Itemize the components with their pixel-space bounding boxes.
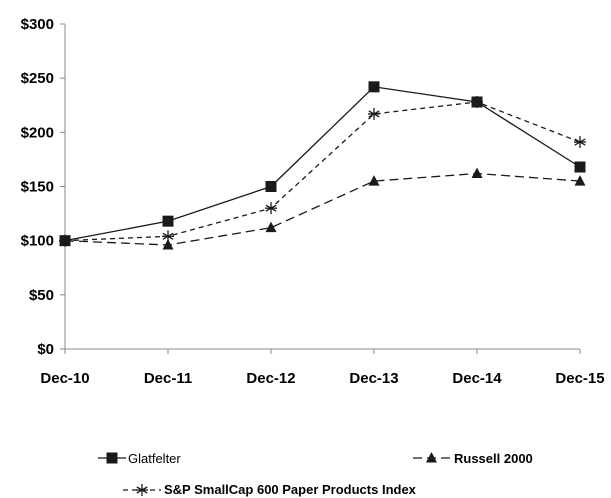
legend-swatch	[98, 452, 126, 464]
legend-label: Russell 2000	[454, 451, 533, 466]
series-lines	[59, 81, 586, 250]
data-point	[574, 136, 586, 149]
data-point	[162, 230, 174, 243]
legend-marker	[106, 452, 118, 464]
x-tick-label: Dec-15	[555, 370, 604, 387]
legend: Glatfelter Russell 2000 S&P SmallCap 600…	[98, 451, 533, 497]
data-point	[162, 215, 174, 227]
data-point	[471, 96, 483, 108]
legend-marker	[426, 452, 437, 463]
data-point	[471, 167, 483, 178]
x-tick-label: Dec-13	[349, 370, 398, 387]
data-point	[265, 221, 277, 233]
x-axis-ticks: Dec-10 Dec-11 Dec-12 Dec-13 Dec-14 Dec-15	[40, 349, 605, 387]
y-tick-label: $200	[21, 124, 54, 141]
y-tick-label: $0	[37, 341, 54, 358]
series-glatfelter	[59, 81, 586, 247]
y-axis-ticks: $0 $50 $100 $150 $200 $250 $300	[21, 16, 65, 358]
legend-swatch	[123, 484, 161, 496]
y-tick-label: $150	[21, 179, 54, 196]
data-point	[368, 175, 380, 186]
legend-item-sp-smallcap-600-paper-products-index: S&P SmallCap 600 Paper Products Index	[123, 482, 417, 497]
legend-swatch	[413, 452, 450, 463]
series-line	[64, 101, 581, 242]
data-point	[265, 181, 277, 192]
legend-label: S&P SmallCap 600 Paper Products Index	[164, 482, 417, 497]
data-point	[162, 239, 174, 250]
data-point	[368, 81, 380, 93]
axes	[64, 24, 580, 350]
data-point	[368, 107, 380, 120]
y-tick-label: $50	[29, 287, 54, 304]
x-tick-label: Dec-11	[144, 370, 192, 387]
data-point	[265, 202, 277, 215]
data-point	[59, 235, 71, 247]
series-s-p-smallcap-600-paper-products-index	[59, 96, 586, 247]
y-tick-label: $300	[21, 16, 54, 33]
data-point	[574, 161, 586, 173]
legend-item-glatfelter: Glatfelter	[98, 451, 181, 466]
y-tick-label: $250	[21, 70, 54, 87]
x-tick-label: Dec-14	[452, 370, 502, 387]
x-tick-label: Dec-10	[40, 370, 89, 387]
data-point	[574, 175, 586, 186]
legend-label: Glatfelter	[128, 451, 181, 466]
series-line	[64, 172, 581, 246]
legend-marker	[136, 484, 148, 496]
x-tick-label: Dec-12	[246, 370, 295, 387]
y-tick-label: $100	[21, 233, 54, 250]
legend-item-russell-2000: Russell 2000	[413, 451, 533, 466]
series-line	[64, 86, 581, 242]
